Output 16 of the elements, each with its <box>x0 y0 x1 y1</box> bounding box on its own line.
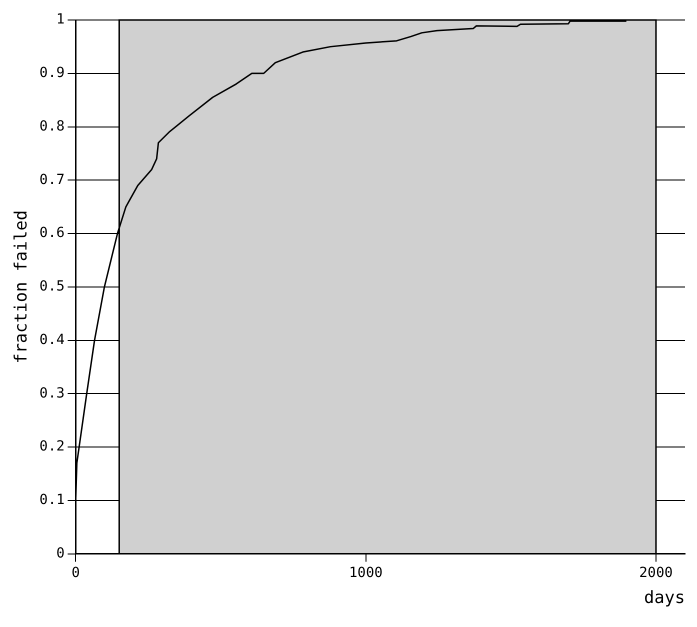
y-tick-label: 0.6 <box>39 225 65 242</box>
y-tick-label: 0.5 <box>39 278 65 295</box>
y-tick-label: 0.7 <box>39 172 65 188</box>
x-tick-label: 1000 <box>348 564 383 581</box>
y-tick-label: 0.1 <box>39 492 65 508</box>
y-tick-label: 0 <box>56 545 65 562</box>
x-tick-label: 2000 <box>639 564 673 581</box>
y-tick-label: 0.3 <box>39 385 65 402</box>
x-axis-title: days <box>644 588 685 608</box>
y-tick-label: 0.8 <box>39 118 65 134</box>
y-tick-label: 1 <box>56 12 65 28</box>
y-tick-label: 0.4 <box>39 332 65 348</box>
y-tick-label: 0.2 <box>39 438 65 455</box>
y-axis-title: fraction failed <box>12 210 32 364</box>
y-tick-label: 0.9 <box>39 65 65 82</box>
x-tick-label: 0 <box>71 564 80 581</box>
